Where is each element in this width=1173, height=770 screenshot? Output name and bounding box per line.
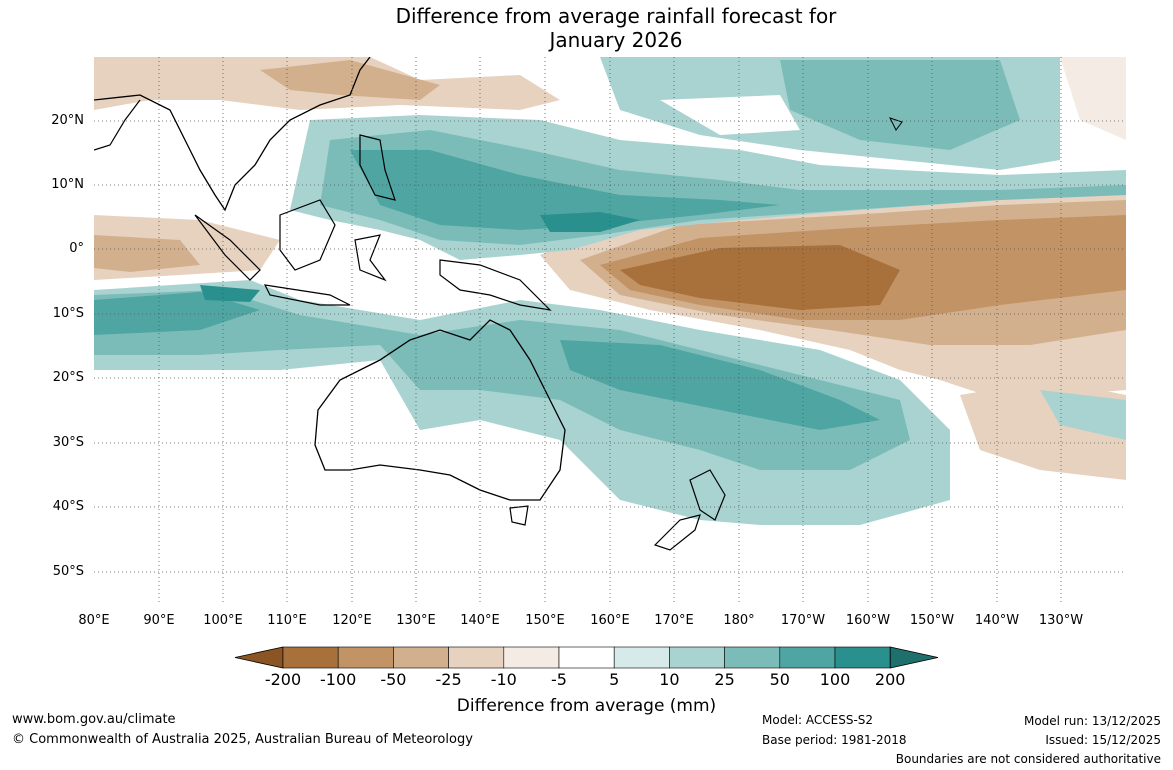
colorbar-tick-label: 10 [659, 670, 680, 689]
rainfall-map [94, 57, 1126, 605]
latitude-label: 40°S [52, 499, 84, 514]
longitude-label: 90°E [143, 613, 175, 628]
base-period-text: Base period: 1981-2018 [762, 733, 907, 747]
colorbar-segment [448, 646, 505, 669]
colorbar-segment [613, 646, 670, 669]
colorbar-segment [503, 646, 560, 669]
longitude-label: 110°E [267, 613, 307, 628]
latitude-label: 10°S [52, 306, 84, 321]
longitude-label: 150°W [909, 613, 955, 628]
colorbar-segment [779, 646, 836, 669]
colorbar-extend-low [234, 646, 284, 669]
colorbar-tick-label: 5 [609, 670, 620, 689]
colorbar-extend-high [889, 646, 939, 669]
longitude-label: 160°W [845, 613, 891, 628]
issued-text: Issued: 15/12/2025 [1045, 733, 1161, 747]
longitude-label: 80°E [78, 613, 110, 628]
model-run-text: Model run: 13/12/2025 [1023, 714, 1161, 728]
colorbar-tick-label: -25 [435, 670, 462, 689]
disclaimer-text: Boundaries are not considered authoritat… [895, 752, 1161, 766]
longitude-label: 120°E [332, 613, 372, 628]
colorbar-title: Difference from average (mm) [456, 696, 717, 716]
title-line-2: January 2026 [549, 28, 683, 52]
longitude-label: 170°W [780, 613, 826, 628]
colorbar-tick-label: -50 [380, 670, 407, 689]
longitude-label: 100°E [203, 613, 243, 628]
latitude-label: 30°S [52, 435, 84, 450]
latitude-label: 20°N [51, 113, 84, 128]
latitude-label: 20°S [52, 370, 84, 385]
colorbar-tick-label: 100 [819, 670, 851, 689]
longitude-label: 170°E [654, 613, 694, 628]
longitude-label: 160°E [590, 613, 630, 628]
latitude-label: 0° [69, 241, 84, 256]
longitude-label: 130°W [1038, 613, 1084, 628]
longitude-label: 140°E [460, 613, 500, 628]
colorbar-segment [724, 646, 781, 669]
colorbar-tick-label: -10 [490, 670, 517, 689]
rainfall-anomaly-field [94, 57, 1126, 605]
copyright-text: © Commonwealth of Australia 2025, Austra… [12, 732, 473, 747]
colorbar-tick-label: 200 [874, 670, 906, 689]
colorbar-segment [669, 646, 725, 669]
longitude-label: 180° [723, 613, 755, 628]
colorbar-segment [337, 646, 394, 669]
latitude-label: 10°N [51, 177, 84, 192]
colorbar [234, 646, 939, 669]
colorbar-segment [834, 646, 891, 669]
colorbar-tick-label: 25 [714, 670, 735, 689]
colorbar-segment [282, 646, 339, 669]
chart-title: Difference from average rainfall forecas… [0, 4, 1173, 52]
colorbar-tick-label: -100 [320, 670, 357, 689]
latitude-label: 50°S [52, 564, 84, 579]
colorbar-tick-label: 50 [769, 670, 790, 689]
longitude-label: 150°E [525, 613, 565, 628]
model-text: Model: ACCESS-S2 [762, 713, 874, 727]
graticule [94, 57, 1126, 605]
longitude-label: 130°E [396, 613, 436, 628]
website-text: www.bom.gov.au/climate [12, 712, 176, 727]
longitude-label: 140°W [974, 613, 1020, 628]
colorbar-tick-label: -200 [264, 670, 302, 689]
colorbar-tick-label: -5 [551, 670, 567, 689]
title-line-1: Difference from average rainfall forecas… [395, 4, 837, 28]
colorbar-segment [558, 646, 615, 669]
colorbar-segment [393, 646, 449, 669]
